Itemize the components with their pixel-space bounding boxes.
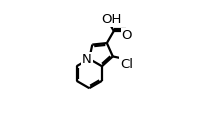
Text: O: O: [122, 29, 132, 42]
Text: Cl: Cl: [120, 58, 133, 71]
Text: N: N: [82, 53, 92, 66]
Text: OH: OH: [101, 13, 121, 26]
